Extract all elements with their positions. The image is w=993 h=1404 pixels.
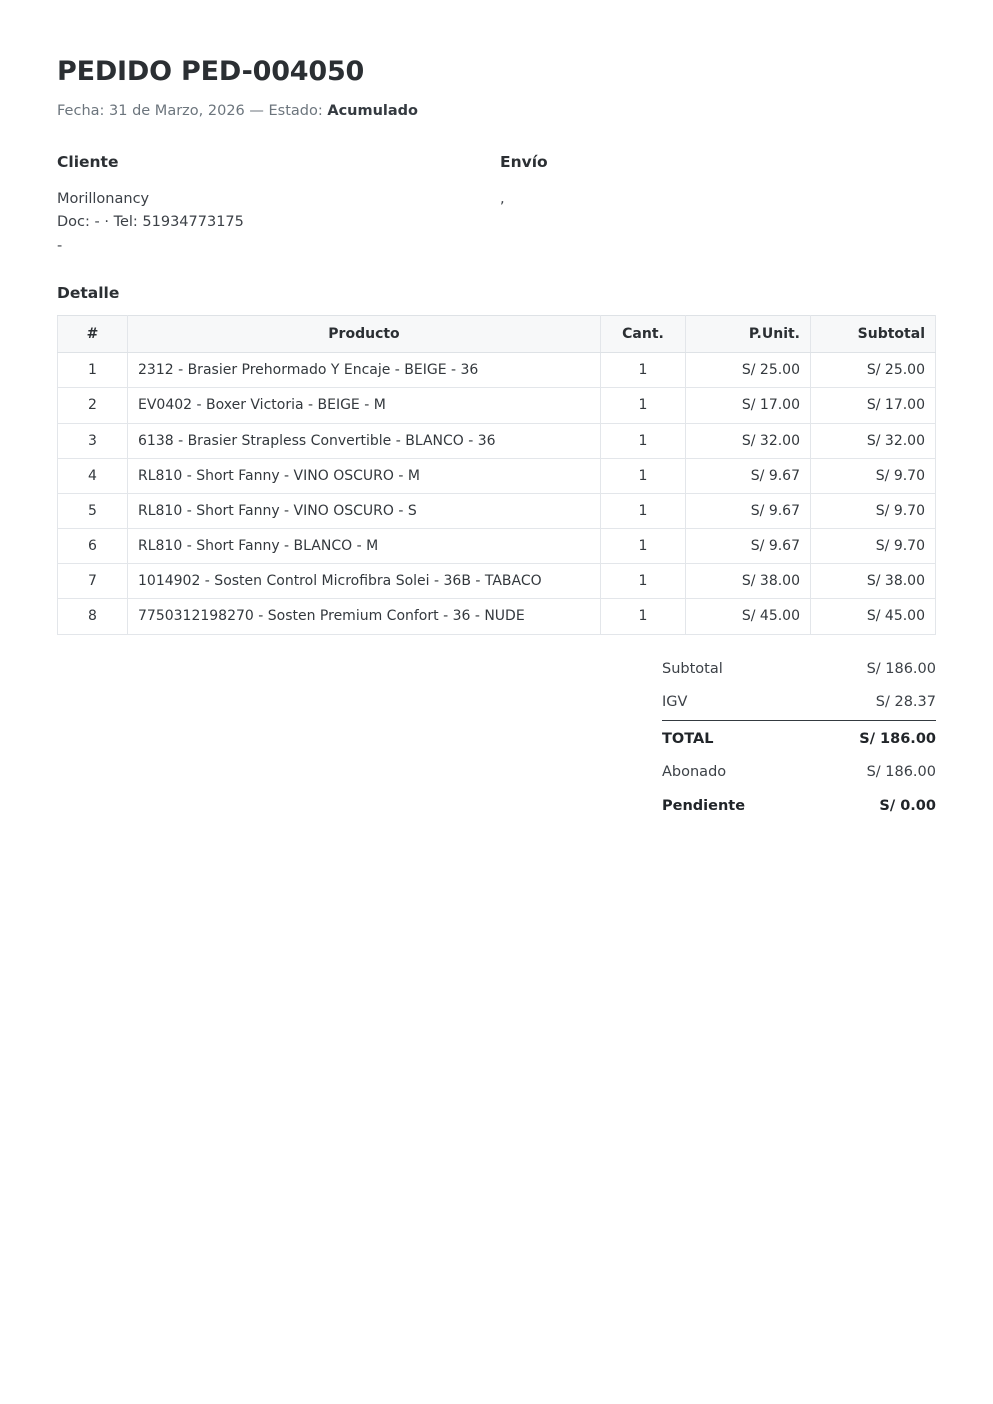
order-meta: Fecha: 31 de Marzo, 2026 — Estado: Acumu… — [57, 101, 936, 121]
table-row: 7 1014902 - Sosten Control Microfibra Sol… — [57, 563, 936, 600]
cell-unit: S/ 38.00 — [685, 563, 811, 600]
cell-product: 6138 - Brasier Strapless Convertible - B… — [127, 422, 601, 459]
customer-extra: - — [57, 237, 63, 254]
cell-index: 4 — [57, 457, 128, 494]
shipping-line-1: , — [500, 190, 505, 207]
cell-unit: S/ 32.00 — [685, 422, 811, 459]
shipping-line-2 — [500, 211, 943, 221]
status-badge: Acumulado — [327, 103, 419, 120]
totals-section: Subtotal S/ 186.00 IGV S/ 28.37 TOTAL S/… — [57, 653, 936, 824]
column-header-qty: Cant. — [600, 314, 686, 354]
cell-subtotal: S/ 32.00 — [810, 422, 936, 459]
totals-row-pending: Pendiente S/ 0.00 — [662, 790, 936, 824]
cell-index: 2 — [57, 387, 128, 424]
table-row: 8 7750312198270 - Sosten Premium Confort … — [57, 598, 936, 635]
column-header-subtotal: Subtotal — [810, 314, 936, 354]
shipping-line-3 — [500, 221, 943, 231]
totals-label-igv: IGV — [662, 694, 688, 711]
cell-qty: 1 — [600, 457, 686, 494]
table-head: # Producto Cant. P.Unit. Subtotal — [57, 314, 936, 354]
table-row: 3 6138 - Brasier Strapless Convertible - … — [57, 422, 936, 459]
order-document: PEDIDO PED-004050 Fecha: 31 de Marzo, 20… — [57, 56, 936, 824]
column-header-product: Producto — [127, 314, 601, 354]
cell-product: RL810 - Short Fanny - BLANCO - M — [127, 528, 601, 565]
totals-value-paid: S/ 186.00 — [866, 764, 936, 781]
column-header-unit: P.Unit. — [685, 314, 811, 354]
cell-qty: 1 — [600, 598, 686, 635]
cell-product: RL810 - Short Fanny - VINO OSCURO - M — [127, 457, 601, 494]
totals-table: Subtotal S/ 186.00 IGV S/ 28.37 TOTAL S/… — [662, 653, 936, 824]
table-row: 6 RL810 - Short Fanny - BLANCO - M 1 S/ 9.6… — [57, 528, 936, 565]
table-body: 1 2312 - Brasier Prehormado Y Encaje - BE… — [57, 352, 936, 635]
cell-index: 1 — [57, 352, 128, 389]
cell-subtotal: S/ 25.00 — [810, 352, 936, 389]
detail-heading: Detalle — [57, 284, 120, 303]
customer-name: Morillonancy — [57, 190, 150, 207]
totals-label-total: TOTAL — [662, 719, 810, 757]
totals-label-subtotal: Subtotal — [662, 660, 723, 677]
order-items-table: # Producto Cant. P.Unit. Subtotal 1 2312 … — [57, 314, 936, 635]
cell-product: 7750312198270 - Sosten Premium Confort -… — [127, 598, 601, 635]
cell-subtotal: S/ 45.00 — [810, 598, 936, 635]
totals-row-paid: Abonado S/ 186.00 — [662, 756, 936, 790]
customer-doc-tel: Doc: - · Tel: 51934773175 — [57, 214, 244, 231]
cell-index: 6 — [57, 528, 128, 565]
cell-product: 1014902 - Sosten Control Microfibra Sole… — [127, 563, 601, 600]
column-header-index: # — [57, 314, 128, 354]
cell-product: 2312 - Brasier Prehormado Y Encaje - BEI… — [127, 352, 601, 389]
totals-value-total: S/ 186.00 — [810, 719, 936, 757]
totals-value-pending: S/ 0.00 — [879, 797, 936, 814]
shipping-block: Envío , — [500, 153, 943, 258]
totals-label-paid: Abonado — [662, 764, 727, 781]
order-meta-date: Fecha: 31 de Marzo, 2026 — Estado: — [57, 103, 328, 120]
cell-qty: 1 — [600, 387, 686, 424]
totals-label-pending: Pendiente — [662, 797, 746, 814]
cell-index: 5 — [57, 492, 128, 530]
page-title: PEDIDO PED-004050 — [57, 56, 365, 87]
totals-value-igv: S/ 28.37 — [875, 694, 936, 711]
cell-subtotal: S/ 9.70 — [810, 492, 936, 530]
parties-section: Cliente Morillonancy Doc: - · Tel: 51934… — [57, 153, 936, 258]
cell-product: RL810 - Short Fanny - VINO OSCURO - S — [127, 492, 601, 530]
totals-value-subtotal: S/ 186.00 — [866, 660, 936, 677]
cell-unit: S/ 17.00 — [685, 387, 811, 424]
table-row: 1 2312 - Brasier Prehormado Y Encaje - BE… — [57, 352, 936, 389]
cell-product: EV0402 - Boxer Victoria - BEIGE - M — [127, 387, 601, 424]
totals-row-total: TOTAL S/ 186.00 — [662, 719, 936, 757]
customer-block: Cliente Morillonancy Doc: - · Tel: 51934… — [57, 153, 500, 258]
cell-qty: 1 — [600, 492, 686, 530]
shipping-heading: Envío — [500, 153, 548, 172]
totals-row-igv: IGV S/ 28.37 — [662, 686, 936, 720]
totals-row-subtotal: Subtotal S/ 186.00 — [662, 653, 936, 687]
cell-index: 8 — [57, 598, 128, 635]
table-header-row: # Producto Cant. P.Unit. Subtotal — [57, 314, 936, 354]
cell-qty: 1 — [600, 352, 686, 389]
cell-qty: 1 — [600, 422, 686, 459]
cell-unit: S/ 9.67 — [685, 492, 811, 530]
cell-subtotal: S/ 9.70 — [810, 528, 936, 565]
cell-qty: 1 — [600, 528, 686, 565]
cell-index: 3 — [57, 422, 128, 459]
cell-qty: 1 — [600, 563, 686, 600]
cell-unit: S/ 9.67 — [685, 457, 811, 494]
cell-index: 7 — [57, 563, 128, 600]
cell-subtotal: S/ 17.00 — [810, 387, 936, 424]
cell-unit: S/ 45.00 — [685, 598, 811, 635]
cell-subtotal: S/ 38.00 — [810, 563, 936, 600]
cell-unit: S/ 9.67 — [685, 528, 811, 565]
customer-heading: Cliente — [57, 153, 119, 172]
cell-unit: S/ 25.00 — [685, 352, 811, 389]
table-row: 2 EV0402 - Boxer Victoria - BEIGE - M 1 S/ … — [57, 387, 936, 424]
cell-subtotal: S/ 9.70 — [810, 457, 936, 494]
